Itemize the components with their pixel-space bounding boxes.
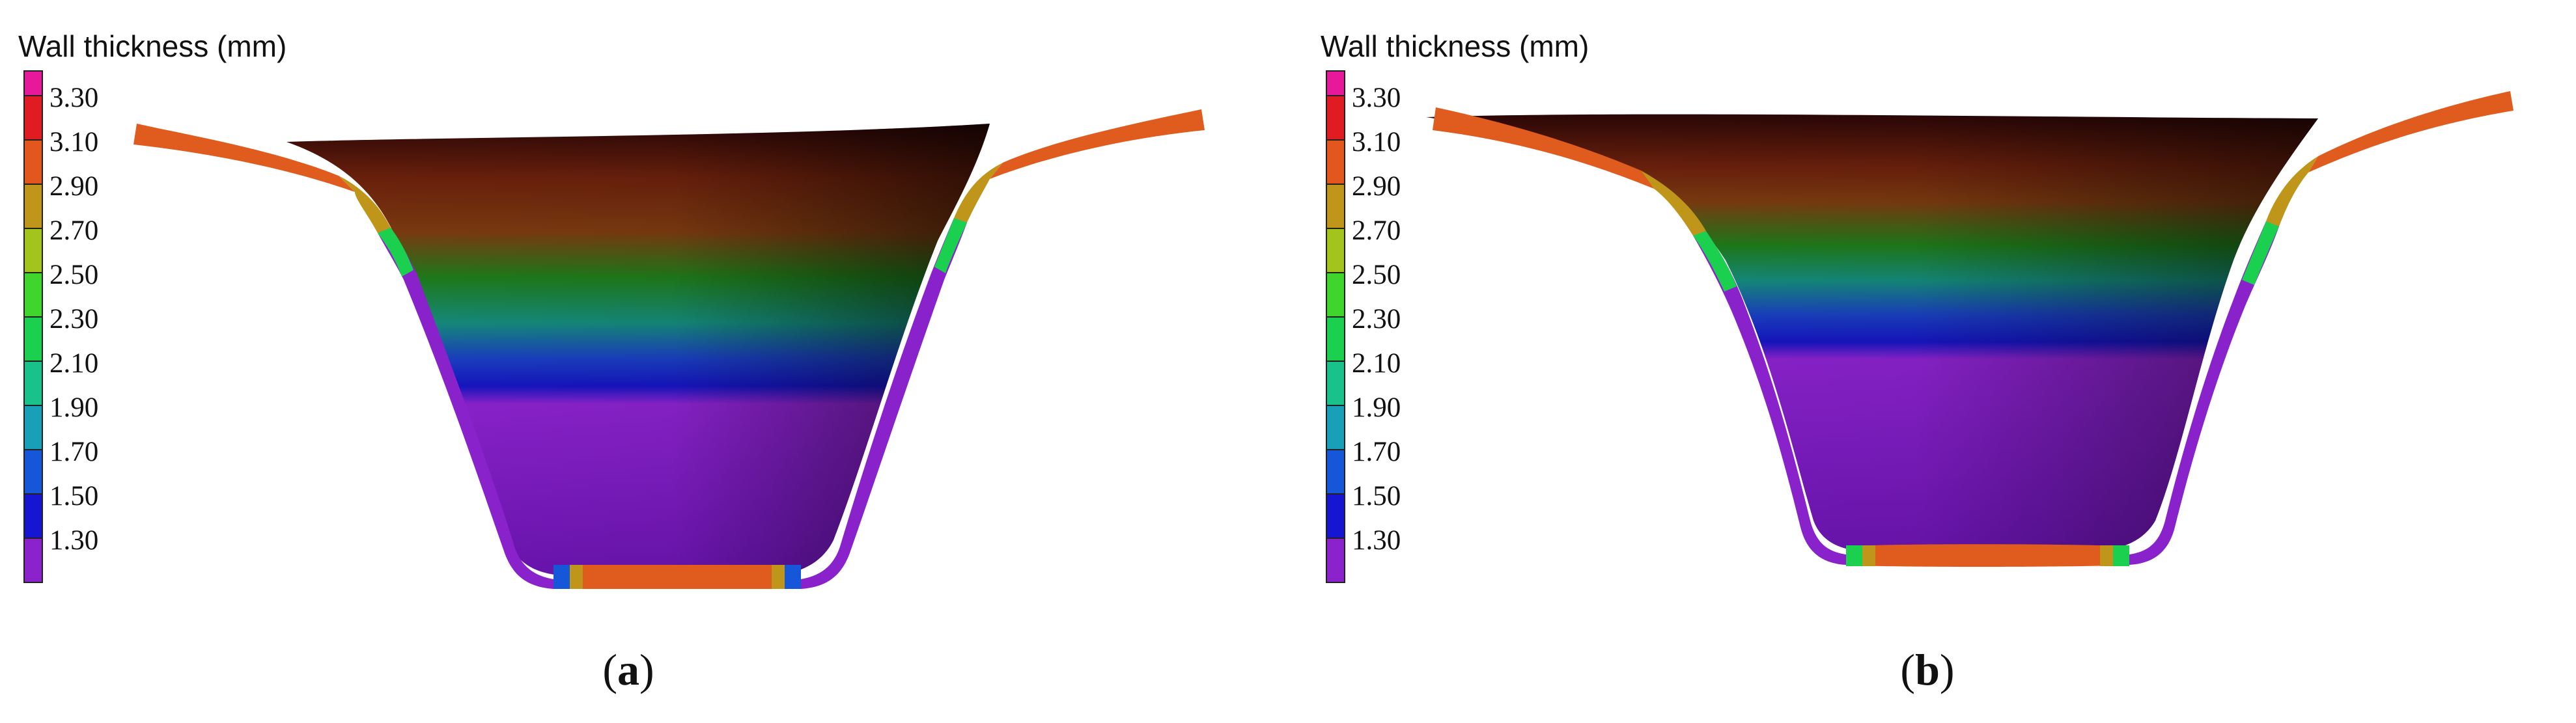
- legend-swatch: [23, 495, 43, 539]
- legend-swatch: [1326, 406, 1345, 450]
- legend-swatch: [23, 362, 43, 406]
- bottom-band: [553, 565, 801, 589]
- left-flange: [133, 124, 355, 192]
- caption-paren-close: ): [1939, 645, 1955, 694]
- color-legend-bar: [23, 70, 43, 583]
- caption-letter: a: [617, 645, 639, 694]
- legend-swatch: [1326, 141, 1345, 185]
- left-wall-rim: [378, 228, 553, 589]
- bottom-band: [1846, 544, 2129, 567]
- legend-swatch: [1326, 362, 1345, 406]
- color-legend-bar: [1326, 70, 1345, 583]
- caption-b: (b): [1862, 644, 1993, 696]
- right-wall-rim: [801, 218, 967, 589]
- right-wall-rim: [2129, 221, 2279, 565]
- legend-tick-label: 1.30: [1352, 525, 1401, 556]
- legend-tick-label: 2.10: [1352, 348, 1401, 379]
- legend-tick-label: 2.70: [49, 215, 99, 246]
- legend-tick-label: 2.30: [1352, 304, 1401, 334]
- legend-tick-label: 3.10: [1352, 127, 1401, 157]
- caption-paren-open: (: [1900, 645, 1916, 694]
- legend-tick-label: 2.90: [49, 171, 99, 202]
- legend-swatch: [23, 185, 43, 229]
- right-flange: [990, 109, 1205, 179]
- legend-tick-label: 2.30: [49, 304, 99, 334]
- legend-tick-label: 1.30: [49, 525, 99, 556]
- legend-swatch: [23, 96, 43, 141]
- legend-swatch: [23, 450, 43, 495]
- legend-tick-label: 1.50: [49, 481, 99, 512]
- legend-tick-label: 2.10: [49, 348, 99, 379]
- legend-swatch: [23, 141, 43, 185]
- legend-tick-label: 2.70: [1352, 215, 1401, 246]
- left-flange: [1433, 107, 1654, 189]
- cup-model-b: [1426, 91, 2513, 567]
- legend-tick-label: 3.30: [49, 83, 99, 113]
- legend-labels: 3.30 3.10 2.90 2.70 2.50 2.30 2.10 1.90 …: [1352, 76, 1401, 563]
- legend-tick-label: 3.10: [49, 127, 99, 157]
- caption-paren-close: ): [639, 645, 654, 694]
- legend-swatch: [1326, 495, 1345, 539]
- legend-tick-label: 1.90: [1352, 392, 1401, 423]
- left-wall-rim: [1693, 231, 1846, 565]
- legend-tick-label: 2.50: [49, 260, 99, 290]
- legend-swatch: [1326, 229, 1345, 273]
- legend-swatch: [1326, 539, 1345, 583]
- panel-a: Wall thickness (mm) 3.30 3.10 2.90 2.70 …: [18, 29, 1205, 696]
- legend-title: Wall thickness (mm): [18, 29, 287, 63]
- legend-tick-label: 3.30: [1352, 83, 1401, 113]
- caption-a: (a): [563, 644, 693, 696]
- legend-swatch: [1326, 318, 1345, 362]
- legend-tick-label: 2.90: [1352, 171, 1401, 202]
- legend-swatch: [1326, 185, 1345, 229]
- legend-tick-label: 1.70: [1352, 437, 1401, 467]
- legend-swatch: [1326, 450, 1345, 495]
- legend-title: Wall thickness (mm): [1321, 29, 1589, 63]
- legend-swatch: [23, 70, 43, 96]
- legend-tick-label: 1.90: [49, 392, 99, 423]
- legend-swatch: [1326, 70, 1345, 96]
- legend-labels: 3.30 3.10 2.90 2.70 2.50 2.30 2.10 1.90 …: [49, 76, 98, 563]
- caption-paren-open: (: [602, 645, 617, 694]
- legend-tick-label: 1.70: [49, 437, 99, 467]
- legend-swatch: [23, 318, 43, 362]
- legend-swatch: [1326, 273, 1345, 318]
- legend-swatch: [23, 406, 43, 450]
- caption-letter: b: [1915, 645, 1940, 694]
- legend-swatch: [23, 539, 43, 583]
- right-flange: [2308, 91, 2513, 172]
- cup-model-a: [133, 109, 1205, 589]
- legend-swatch: [1326, 96, 1345, 141]
- legend-swatch: [23, 273, 43, 318]
- legend-swatch: [23, 229, 43, 273]
- legend-tick-label: 1.50: [1352, 481, 1401, 512]
- legend-tick-label: 2.50: [1352, 260, 1401, 290]
- panel-b: Wall thickness (mm) 3.30 3.10 2.90 2.70 …: [1302, 0, 2576, 723]
